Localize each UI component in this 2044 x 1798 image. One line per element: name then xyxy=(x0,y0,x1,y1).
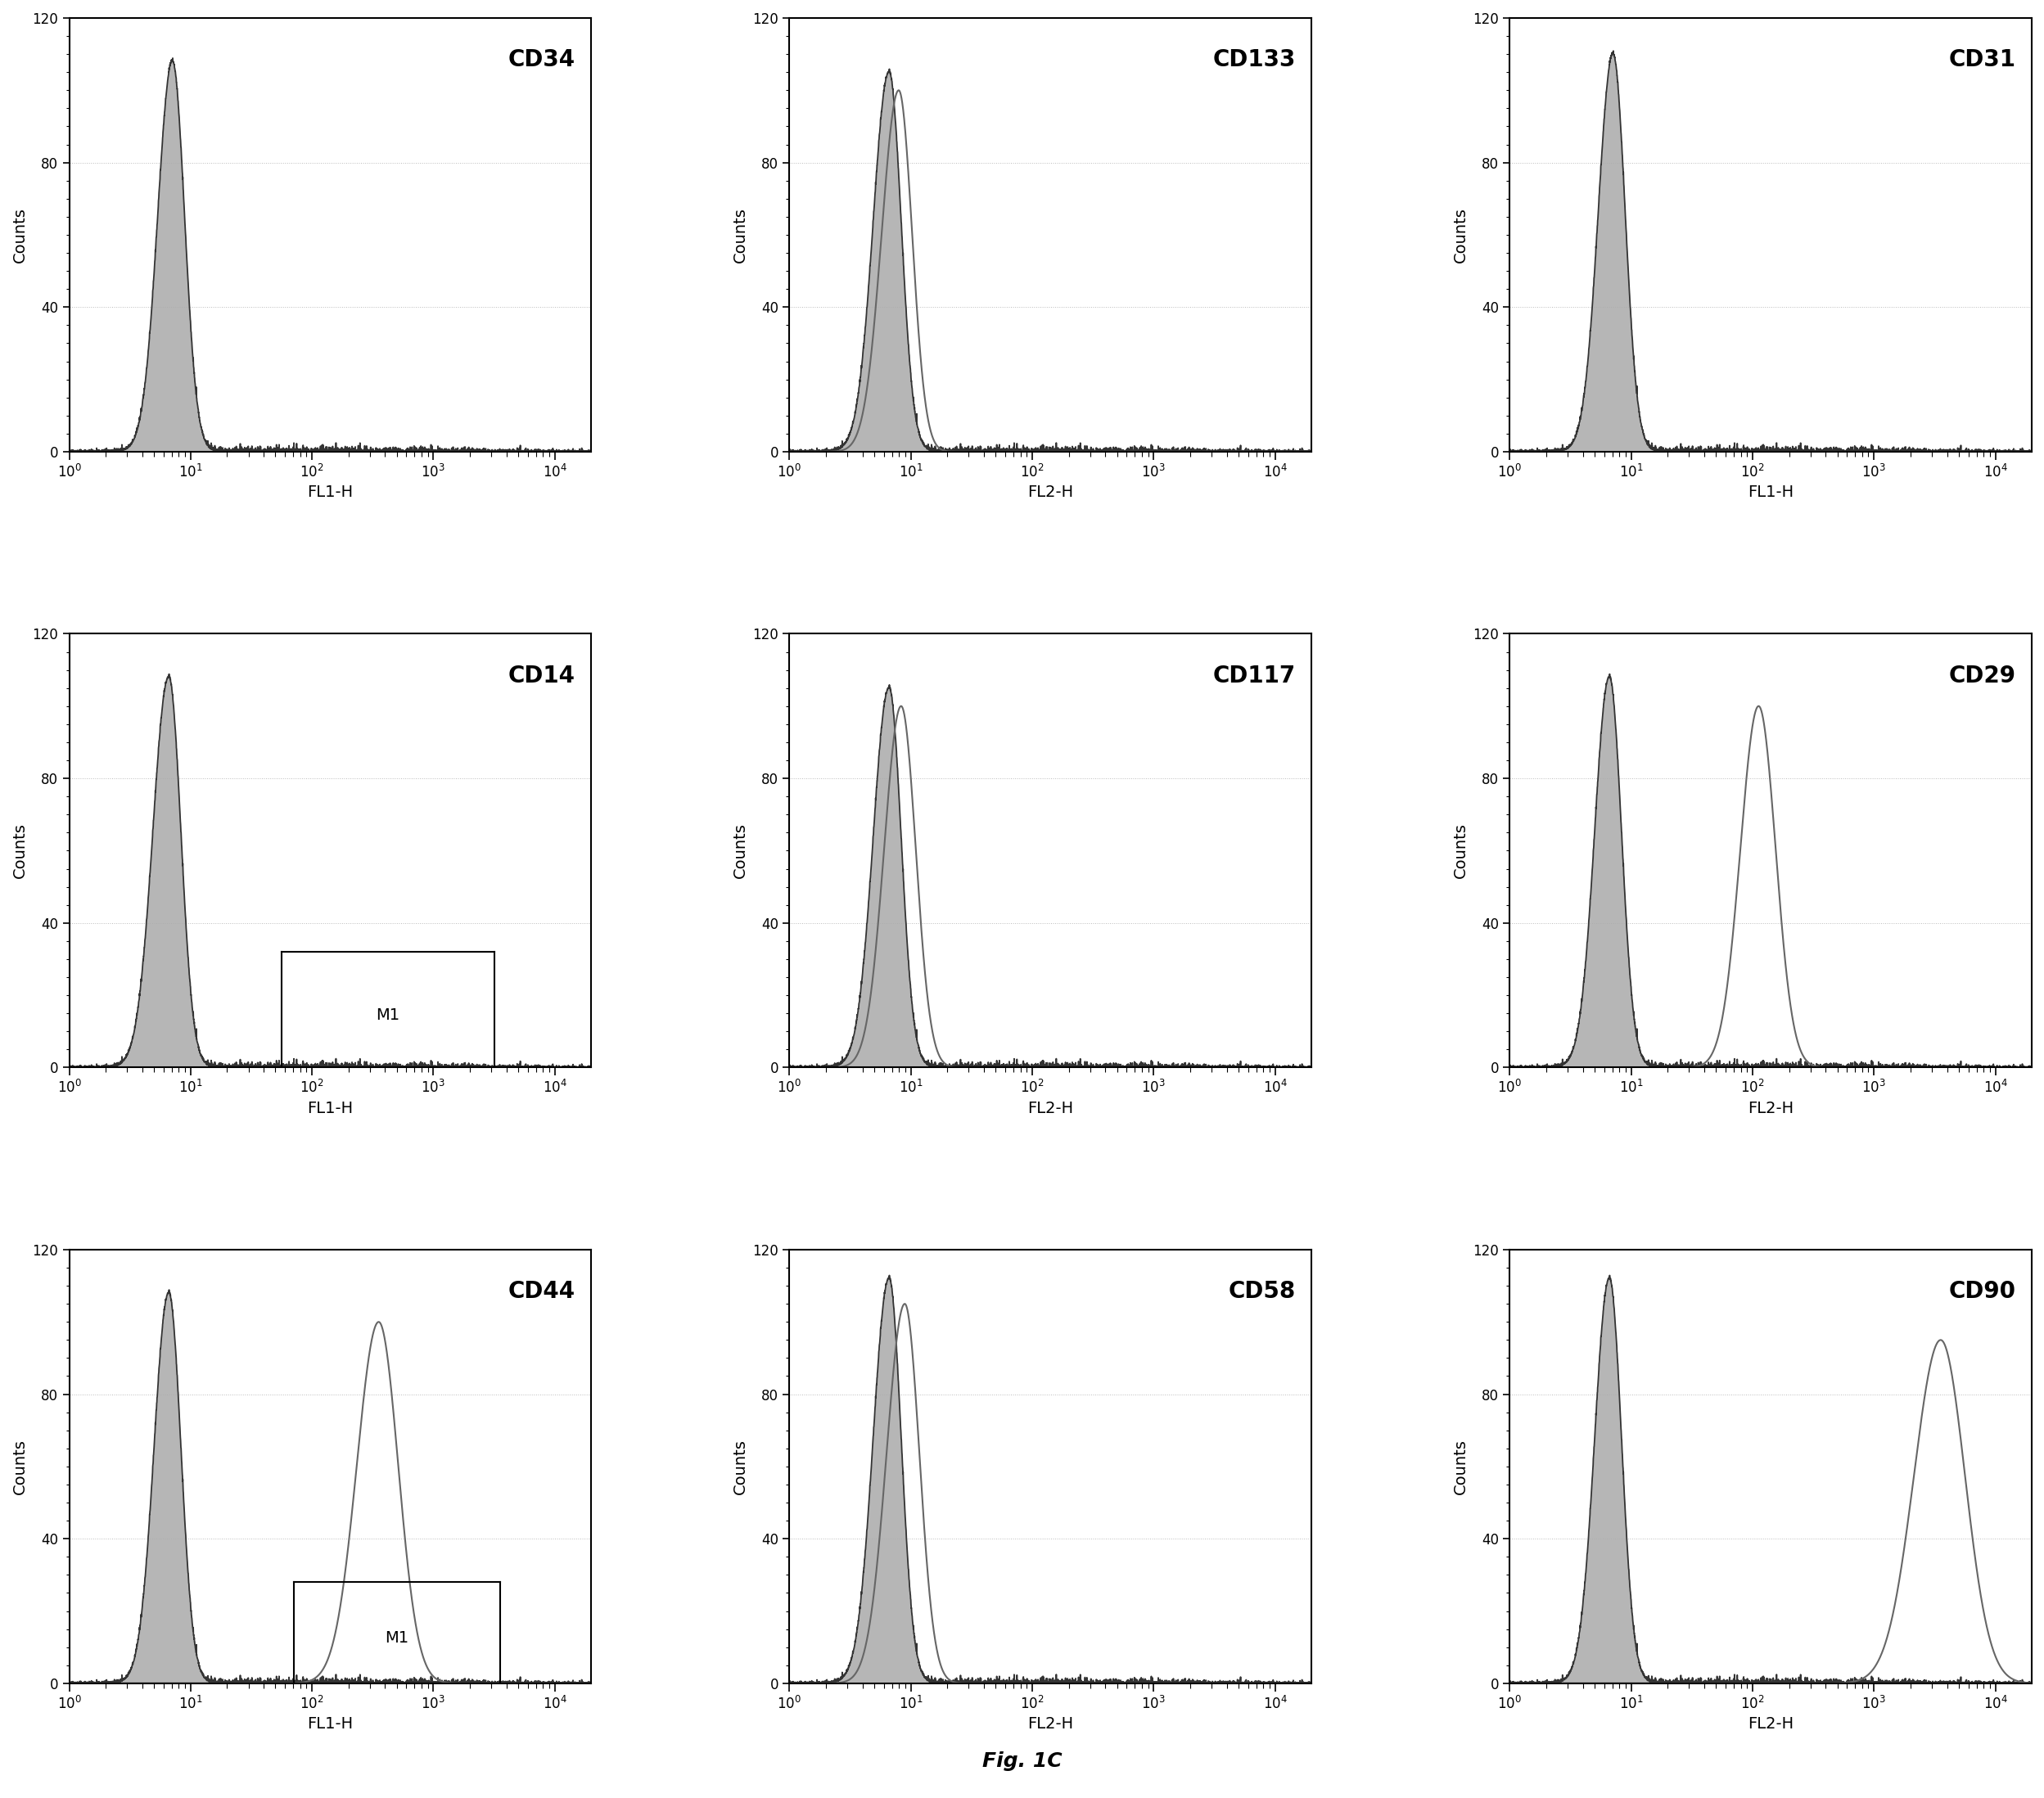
Y-axis label: Counts: Counts xyxy=(1453,207,1468,263)
X-axis label: FL1-H: FL1-H xyxy=(307,1100,354,1117)
Y-axis label: Counts: Counts xyxy=(732,823,748,879)
Y-axis label: Counts: Counts xyxy=(12,207,29,263)
Text: CD44: CD44 xyxy=(509,1280,576,1304)
Text: M1: M1 xyxy=(384,1631,409,1645)
Text: CD90: CD90 xyxy=(1948,1280,2015,1304)
Text: CD117: CD117 xyxy=(1212,663,1296,687)
X-axis label: FL2-H: FL2-H xyxy=(1028,1100,1073,1117)
Text: Fig. 1C: Fig. 1C xyxy=(981,1751,1063,1771)
Y-axis label: Counts: Counts xyxy=(732,207,748,263)
Y-axis label: Counts: Counts xyxy=(12,823,29,879)
Text: CD14: CD14 xyxy=(509,663,576,687)
X-axis label: FL1-H: FL1-H xyxy=(307,1717,354,1731)
Text: CD133: CD133 xyxy=(1212,49,1296,72)
X-axis label: FL1-H: FL1-H xyxy=(307,485,354,500)
Y-axis label: Counts: Counts xyxy=(1453,1438,1468,1494)
Text: CD31: CD31 xyxy=(1948,49,2015,72)
Y-axis label: Counts: Counts xyxy=(1453,823,1468,879)
X-axis label: FL2-H: FL2-H xyxy=(1028,485,1073,500)
Y-axis label: Counts: Counts xyxy=(732,1438,748,1494)
X-axis label: FL2-H: FL2-H xyxy=(1748,1100,1795,1117)
Y-axis label: Counts: Counts xyxy=(12,1438,29,1494)
Text: CD29: CD29 xyxy=(1948,663,2015,687)
X-axis label: FL2-H: FL2-H xyxy=(1748,1717,1795,1731)
Text: CD58: CD58 xyxy=(1228,1280,1296,1304)
X-axis label: FL1-H: FL1-H xyxy=(1748,485,1795,500)
Text: CD34: CD34 xyxy=(509,49,576,72)
X-axis label: FL2-H: FL2-H xyxy=(1028,1717,1073,1731)
Text: M1: M1 xyxy=(376,1007,401,1023)
